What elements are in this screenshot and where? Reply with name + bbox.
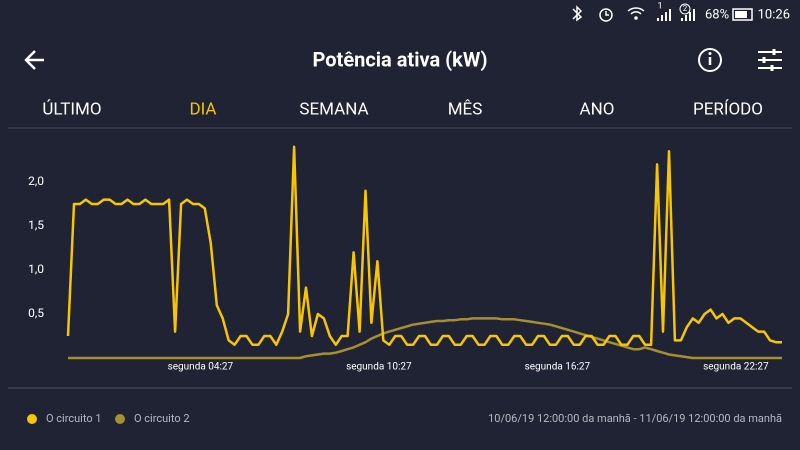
sim-2: 2 xyxy=(683,4,688,13)
legend-swatch xyxy=(115,414,125,424)
status-icons xyxy=(572,5,753,22)
y-tick-label: 1,0 xyxy=(28,262,44,276)
settings-button[interactable] xyxy=(758,49,782,71)
tab[interactable]: ANO xyxy=(580,99,615,119)
time: 10:26 xyxy=(758,7,790,22)
battery: 68% xyxy=(705,7,729,22)
x-tick-label: segunda 16:27 xyxy=(525,362,591,373)
title: Potência ativa (kW) xyxy=(313,47,488,71)
tab[interactable]: DIA xyxy=(189,99,216,119)
tab[interactable]: MÊS xyxy=(448,99,483,119)
legend-label: O circuito 2 xyxy=(134,412,190,425)
x-tick-label: segunda 22:27 xyxy=(703,362,769,373)
legend-label: O circuito 1 xyxy=(46,412,102,425)
back-button[interactable] xyxy=(24,50,44,70)
sim-2-ring xyxy=(679,3,691,15)
y-tick-label: 0,5 xyxy=(28,306,44,320)
y-tick-label: 2,0 xyxy=(28,174,44,188)
tab[interactable]: PERÍODO xyxy=(693,99,763,119)
legend-swatch xyxy=(27,414,37,424)
info-button[interactable] xyxy=(698,48,722,72)
signal xyxy=(657,9,695,21)
y-tick-label: 1,5 xyxy=(28,218,44,232)
tab[interactable]: ÚLTIMO xyxy=(42,98,101,119)
sim-1: 1 xyxy=(657,1,662,11)
series-line xyxy=(68,317,782,360)
tab[interactable]: SEMANA xyxy=(299,99,368,119)
x-tick-label: segunda 04:27 xyxy=(168,362,234,373)
date-range: 10/06/19 12:00:00 da manhã - 11/06/19 12… xyxy=(488,412,782,425)
series-line xyxy=(66,145,782,347)
x-tick-label: segunda 10:27 xyxy=(346,362,412,373)
